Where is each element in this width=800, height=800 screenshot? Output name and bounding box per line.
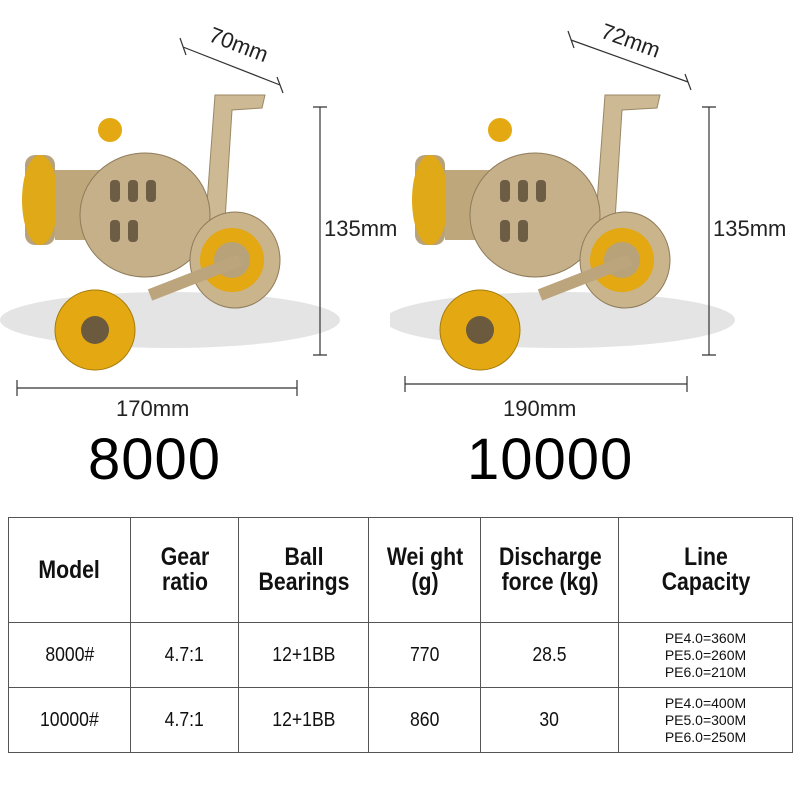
reel-10000-image	[390, 94, 735, 371]
length-label-8000: 170mm	[116, 396, 190, 421]
header-discharge-force: Discharge force (kg)	[480, 517, 619, 623]
height-label-8000: 135mm	[324, 216, 398, 241]
spec-table: Model Gear ratio Ball Bearings Wei ght (…	[8, 517, 793, 753]
cell-model: 10000#	[40, 708, 99, 731]
table-header-row: Model Gear ratio Ball Bearings Wei ght (…	[8, 517, 793, 623]
cell-model: 8000#	[45, 643, 94, 666]
header-gear-ratio: Gear ratio	[130, 517, 239, 623]
cell-weight: 860	[409, 708, 440, 731]
cell-line-capacity: PE4.0=360M PE5.0=260M PE6.0=210M	[618, 622, 793, 688]
table-row: 8000# 4.7:1 12+1BB 770 28.5 PE4.0=360M P…	[8, 622, 793, 688]
cell-gear-ratio: 4.7:1	[164, 708, 205, 731]
model-title-8000: 8000	[88, 427, 222, 492]
cell-weight: 770	[409, 643, 440, 666]
cell-discharge-force: 28.5	[532, 643, 567, 666]
header-model: Model	[8, 517, 131, 623]
cell-ball-bearings: 12+1BB	[271, 708, 336, 731]
header-weight: Wei ght (g)	[368, 517, 481, 623]
header-ball-bearings: Ball Bearings	[238, 517, 369, 623]
header-line-capacity: Line Capacity	[618, 517, 793, 623]
model-title-10000: 10000	[467, 427, 634, 492]
cell-line-capacity: PE4.0=400M PE5.0=300M PE6.0=250M	[618, 687, 793, 753]
cell-ball-bearings: 12+1BB	[271, 643, 336, 666]
length-label-10000: 190mm	[503, 396, 577, 421]
cell-discharge-force: 30	[539, 708, 560, 731]
height-label-10000: 135mm	[713, 216, 787, 241]
reel-8000-image	[0, 94, 340, 371]
table-row: 10000# 4.7:1 12+1BB 860 30 PE4.0=400M PE…	[8, 687, 793, 753]
dimension-lines	[16, 30, 716, 396]
cell-gear-ratio: 4.7:1	[164, 643, 205, 666]
